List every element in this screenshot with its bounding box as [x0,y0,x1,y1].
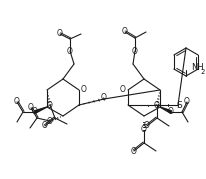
Text: NH: NH [191,62,204,71]
Text: O: O [120,86,126,95]
Text: O: O [57,30,63,38]
Polygon shape [160,107,172,113]
Text: O: O [101,93,107,103]
Text: O: O [184,98,190,107]
Text: O: O [131,146,137,156]
Text: O: O [14,98,20,107]
Text: O: O [168,108,174,117]
Text: O: O [154,100,160,110]
Text: O: O [81,86,87,95]
Text: O: O [132,47,138,55]
Text: O: O [144,122,150,130]
Text: O: O [141,125,147,134]
Text: O: O [32,108,38,117]
Text: O: O [47,117,53,125]
Text: O: O [67,47,73,55]
Text: O: O [28,103,34,112]
Text: S: S [176,100,182,110]
Text: O: O [122,28,128,37]
Text: O: O [47,100,53,110]
Text: O: O [42,122,48,130]
Polygon shape [35,107,47,113]
Text: 2: 2 [201,69,205,75]
